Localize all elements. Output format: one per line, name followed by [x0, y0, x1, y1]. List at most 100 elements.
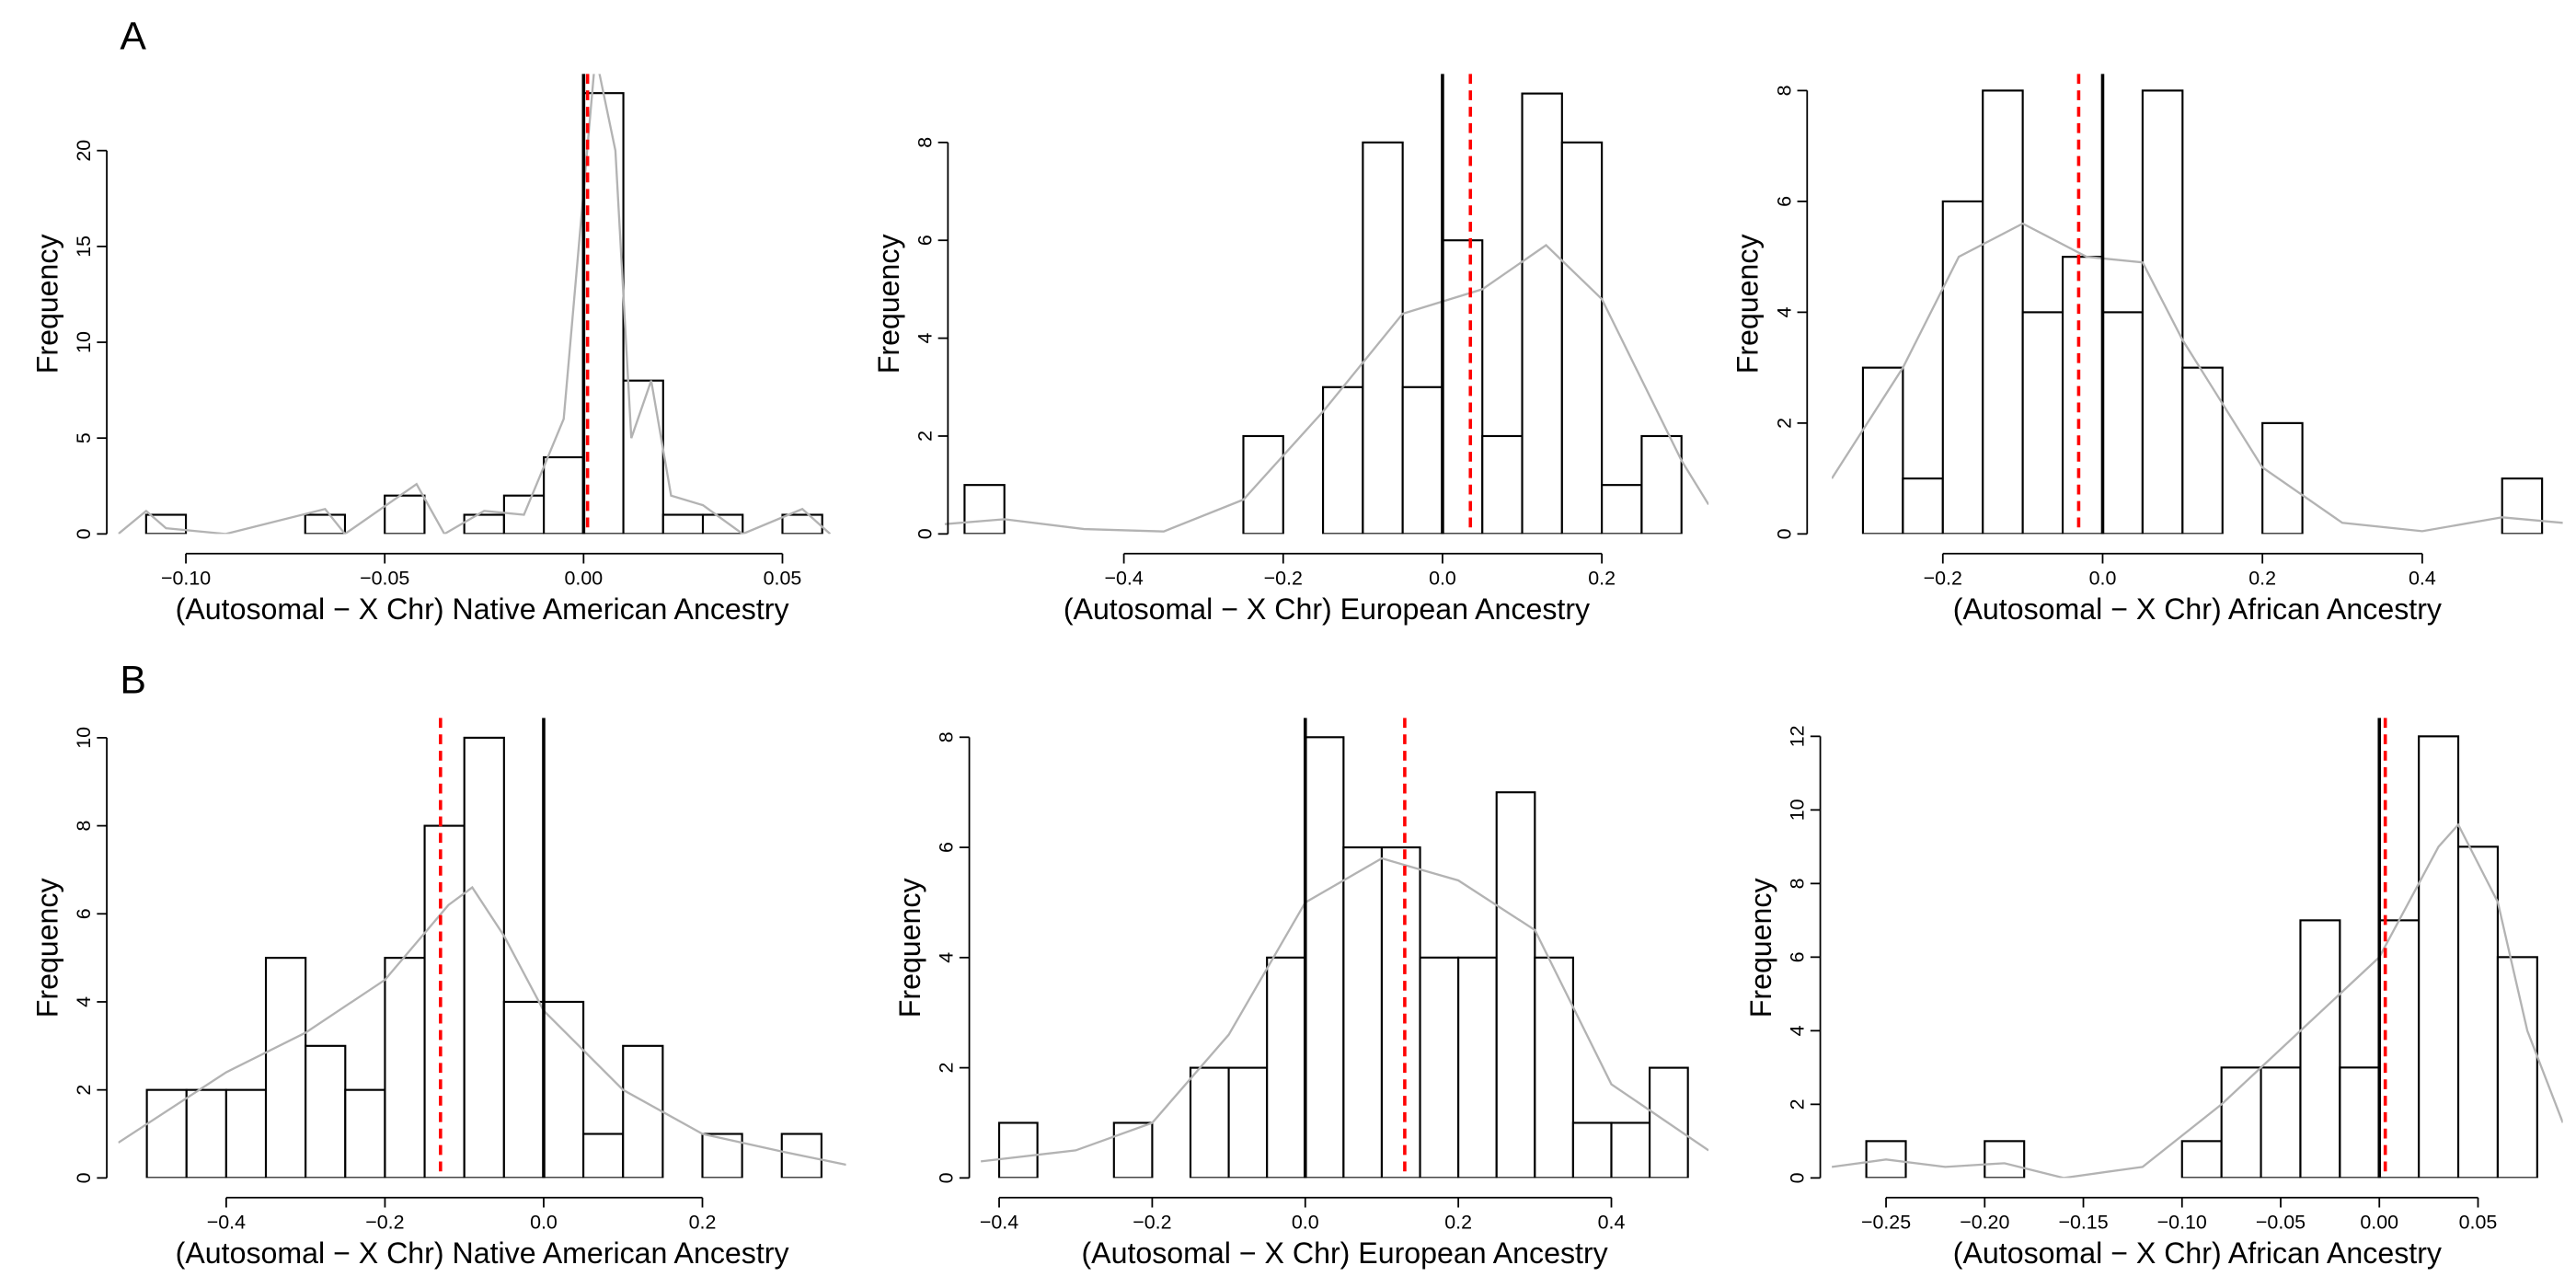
bar — [997, 1121, 1039, 1179]
bar — [1571, 1121, 1613, 1179]
bar — [2260, 1066, 2302, 1179]
x-axis-label: (Autosomal − X Chr) African Ancestry — [1953, 592, 2442, 626]
bar — [1112, 1121, 1154, 1179]
bar — [1601, 484, 1643, 535]
bar — [144, 513, 188, 535]
y-tick-label: 2 — [914, 431, 937, 442]
y-tick-label: 10 — [73, 331, 95, 353]
x-tick-label: −0.4 — [207, 1212, 246, 1234]
x-tick-label: −0.4 — [980, 1212, 1018, 1234]
bar — [2021, 311, 2064, 535]
bar — [2496, 956, 2538, 1179]
x-axis-label: (Autosomal − X Chr) European Ancestry — [1081, 1236, 1607, 1270]
y-tick-label: 6 — [73, 908, 95, 919]
y-tick-label: 4 — [1773, 306, 1795, 317]
y-tick-label: 4 — [936, 952, 958, 963]
density-curve — [118, 74, 832, 535]
x-tick-label: 0.00 — [565, 568, 604, 590]
y-axis-label: Frequency — [872, 234, 905, 374]
y-tick-label: 0 — [936, 1172, 958, 1183]
density-curve — [944, 244, 1709, 533]
bar — [1380, 846, 1421, 1179]
bar — [1640, 434, 1683, 535]
bar — [1560, 141, 1604, 535]
panel-label: B — [120, 659, 146, 703]
x-tick-label: −0.05 — [2256, 1212, 2306, 1234]
plot-area — [944, 92, 1709, 535]
bar — [1342, 846, 1384, 1179]
bar — [1189, 1066, 1230, 1179]
bar — [224, 1088, 268, 1179]
bar — [1481, 434, 1524, 535]
density-curve — [981, 857, 1709, 1163]
bar — [502, 1000, 546, 1179]
y-tick-label: 8 — [1773, 85, 1795, 96]
x-tick-label: −0.20 — [1960, 1212, 2009, 1234]
bar — [1321, 385, 1364, 535]
y-tick-label: 2 — [936, 1063, 958, 1074]
x-tick-label: −0.4 — [1104, 568, 1143, 590]
density-curve — [1832, 822, 2563, 1179]
y-tick-label: 0 — [73, 528, 95, 539]
x-tick-label: −0.2 — [365, 1212, 404, 1234]
bar — [543, 455, 585, 535]
y-axis-label: Frequency — [31, 234, 64, 374]
bar — [701, 513, 744, 535]
bar — [1401, 385, 1444, 535]
y-tick-label: 6 — [914, 235, 937, 246]
x-tick-label: 0.05 — [764, 568, 802, 590]
bar — [423, 824, 466, 1179]
bar — [2418, 735, 2460, 1179]
x-tick-label: −0.2 — [1264, 568, 1303, 590]
bar — [344, 1088, 386, 1179]
y-tick-label: 15 — [73, 236, 95, 258]
y-axis-label: Frequency — [1744, 878, 1777, 1018]
plot-area — [1832, 735, 2563, 1179]
bar — [2101, 311, 2144, 535]
y-tick-label: 5 — [73, 432, 95, 443]
y-tick-label: 4 — [914, 333, 937, 344]
bar — [1982, 89, 2024, 535]
bar — [2339, 1066, 2381, 1179]
y-tick-label: 12 — [1787, 725, 1809, 747]
bar — [264, 957, 307, 1179]
bar — [463, 736, 505, 1179]
x-axis-label: (Autosomal − X Chr) Native American Ance… — [176, 1236, 789, 1270]
y-tick-label: 8 — [1787, 878, 1809, 889]
x-tick-label: 0.0 — [1429, 568, 1456, 590]
plot-area — [981, 736, 1709, 1179]
bar — [1610, 1121, 1651, 1179]
bar — [1534, 956, 1574, 1179]
bar — [1495, 791, 1536, 1179]
bar — [1902, 477, 1944, 535]
y-tick-label: 4 — [1787, 1025, 1809, 1036]
y-tick-label: 8 — [73, 821, 95, 832]
y-tick-label: 10 — [73, 727, 95, 749]
x-tick-label: 0.2 — [689, 1212, 717, 1234]
x-tick-label: −0.10 — [2157, 1212, 2207, 1234]
x-tick-label: 0.4 — [2409, 568, 2436, 590]
panel-label: A — [120, 15, 146, 59]
bar — [582, 92, 625, 535]
x-tick-label: 0.0 — [1292, 1212, 1319, 1234]
bar — [1457, 956, 1498, 1179]
y-axis-label: Frequency — [1731, 234, 1765, 374]
bar — [1266, 956, 1306, 1179]
density-curve — [1832, 222, 2563, 533]
y-tick-label: 8 — [936, 731, 958, 742]
bar — [2181, 366, 2224, 535]
bar — [1441, 239, 1484, 535]
x-tick-label: −0.10 — [161, 568, 211, 590]
x-tick-label: 0.4 — [1598, 1212, 1626, 1234]
bar — [2180, 1140, 2223, 1179]
y-axis-label: Frequency — [893, 878, 926, 1018]
bar — [542, 1000, 585, 1179]
bar — [1861, 366, 1904, 535]
x-axis-label: (Autosomal − X Chr) African Ancestry — [1953, 1236, 2442, 1270]
x-tick-label: 0.00 — [2360, 1212, 2398, 1234]
x-tick-label: 0.2 — [2248, 568, 2276, 590]
plot-area — [1832, 89, 2563, 535]
x-axis-label: (Autosomal − X Chr) European Ancestry — [1064, 592, 1590, 626]
bar — [145, 1088, 188, 1179]
